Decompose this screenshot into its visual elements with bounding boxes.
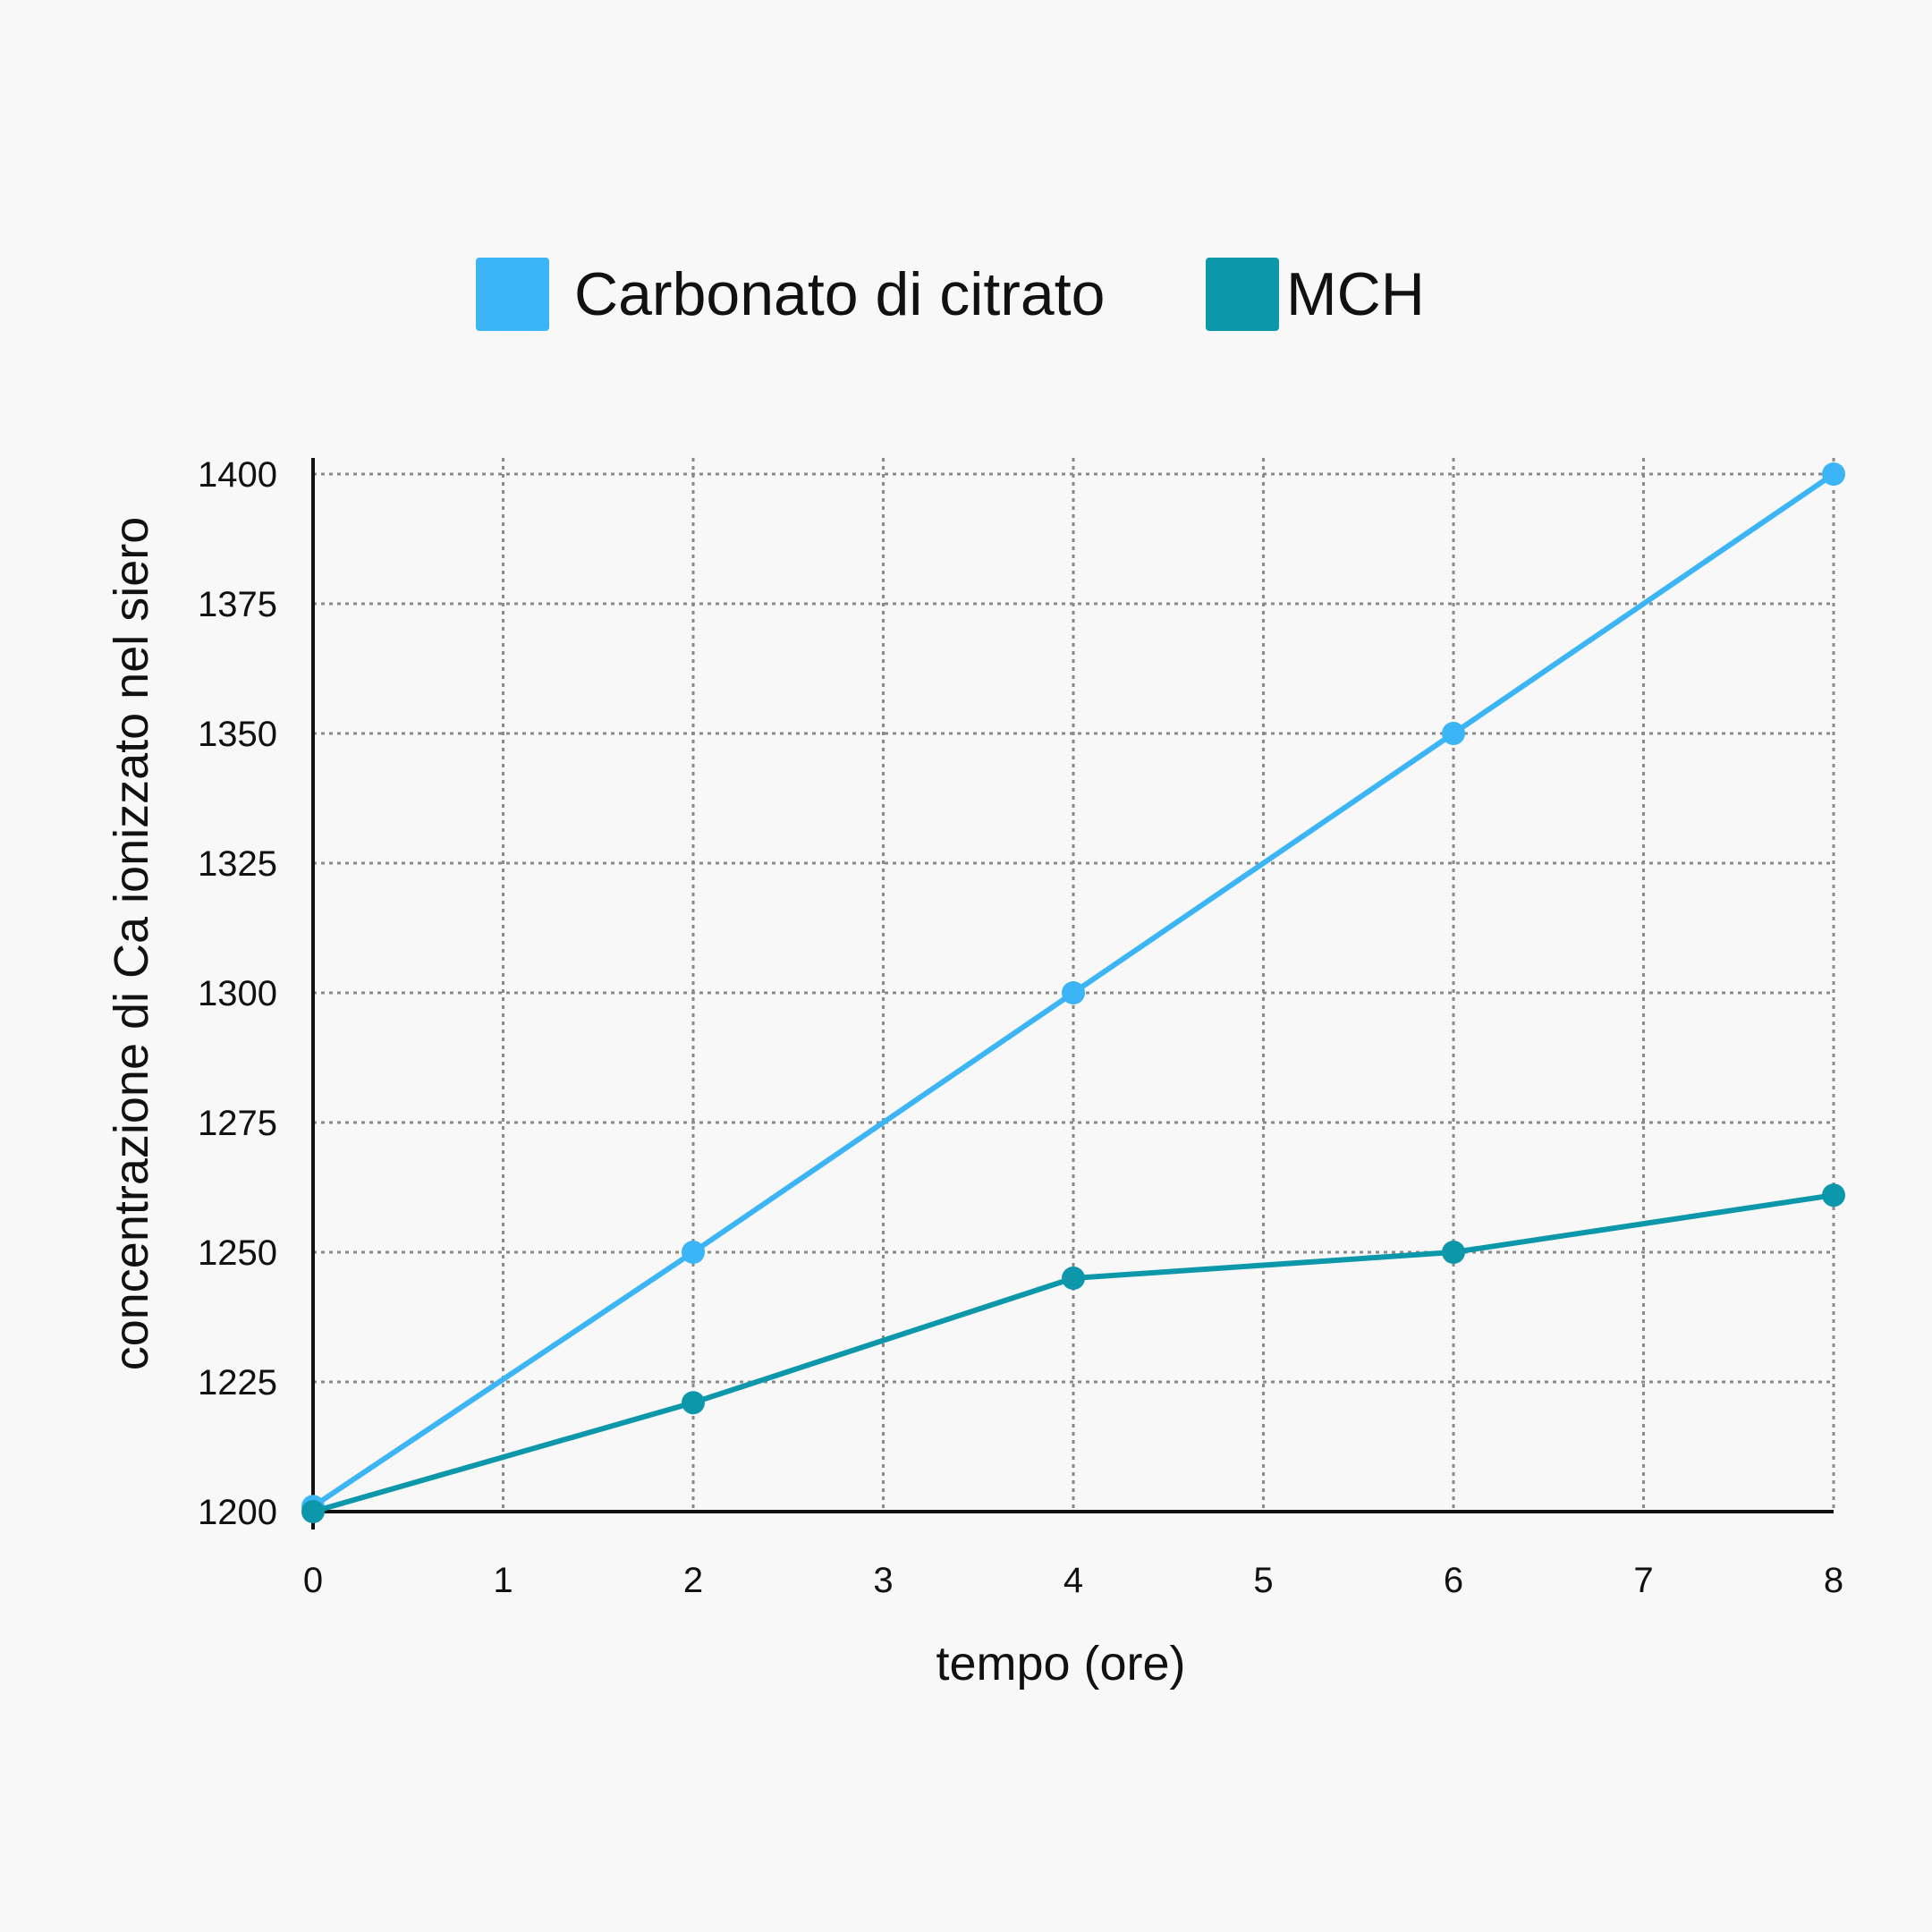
- y-tick-label: 1200: [198, 1493, 277, 1532]
- series-1-point: [1062, 981, 1085, 1004]
- y-tick-label: 1350: [198, 715, 277, 754]
- series-1-point: [1822, 462, 1845, 486]
- legend-item-1: Carbonato di citrato: [476, 258, 1105, 331]
- x-tick-labels: 0 1 2 3 4 5 6 7 8: [303, 1561, 1843, 1600]
- series-1-point: [682, 1241, 705, 1264]
- legend-swatch: [1206, 258, 1279, 331]
- x-tick-label: 7: [1633, 1561, 1653, 1600]
- y-tick-label: 1250: [198, 1233, 277, 1273]
- series-2-point: [1822, 1183, 1845, 1208]
- x-axis-title: tempo (ore): [936, 1637, 1185, 1690]
- y-tick-label: 1225: [198, 1363, 277, 1402]
- y-tick-labels: 1200 1225 1250 1275 1300 1325 1350 1375 1400: [198, 455, 277, 1532]
- series-layer: [301, 462, 1845, 1523]
- x-tick-label: 6: [1444, 1561, 1463, 1600]
- series-2-point: [1442, 1241, 1465, 1264]
- x-tick-label: 0: [303, 1561, 323, 1600]
- legend: Carbonato di citrato MCH: [476, 258, 1425, 331]
- x-tick-label: 5: [1253, 1561, 1273, 1600]
- x-tick-label: 2: [683, 1561, 703, 1600]
- legend-label: MCH: [1286, 260, 1425, 328]
- series-2: [301, 1183, 1845, 1523]
- series-1-point: [1442, 722, 1465, 745]
- series-2-point: [1062, 1267, 1085, 1290]
- legend-item-2: MCH: [1206, 258, 1425, 331]
- legend-swatch: [476, 258, 549, 331]
- x-tick-label: 4: [1063, 1561, 1083, 1600]
- x-tick-label: 8: [1824, 1561, 1843, 1600]
- y-tick-label: 1275: [198, 1104, 277, 1143]
- x-tick-label: 1: [493, 1561, 513, 1600]
- axes: [304, 458, 1834, 1530]
- legend-label: Carbonato di citrato: [574, 260, 1105, 328]
- y-tick-label: 1300: [198, 974, 277, 1013]
- series-2-point: [301, 1500, 325, 1523]
- y-tick-label: 1400: [198, 455, 277, 495]
- series-2-point: [682, 1391, 705, 1415]
- y-tick-label: 1375: [198, 585, 277, 624]
- y-axis-title: concentrazione di Ca ionizzato nel siero: [105, 517, 158, 1371]
- y-tick-label: 1325: [198, 844, 277, 884]
- x-tick-label: 3: [873, 1561, 893, 1600]
